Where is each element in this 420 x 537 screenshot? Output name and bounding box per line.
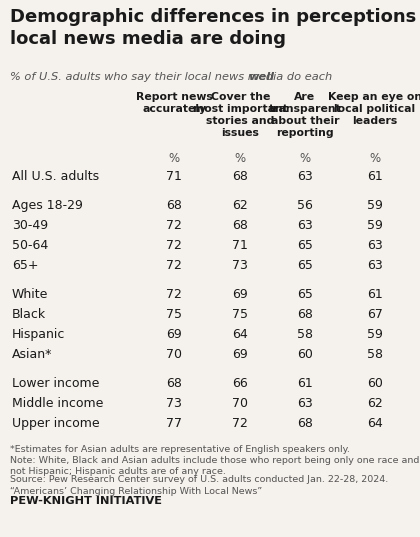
Text: 75: 75 [232,308,248,321]
Text: 68: 68 [297,308,313,321]
Text: Keep an eye on
local political
leaders: Keep an eye on local political leaders [328,92,420,126]
Text: Hispanic: Hispanic [12,328,65,341]
Text: 69: 69 [232,348,248,361]
Text: Are
transparent
about their
reporting: Are transparent about their reporting [268,92,341,138]
Text: 61: 61 [367,288,383,301]
Text: 63: 63 [367,259,383,272]
Text: %: % [370,152,381,165]
Text: 62: 62 [232,199,248,212]
Text: 71: 71 [232,239,248,252]
Text: 69: 69 [166,328,182,341]
Text: 68: 68 [166,199,182,212]
Text: 56: 56 [297,199,313,212]
Text: 66: 66 [232,377,248,390]
Text: 72: 72 [166,259,182,272]
Text: 58: 58 [367,348,383,361]
Text: well: well [248,72,274,82]
Text: 59: 59 [367,328,383,341]
Text: PEW-KNIGHT INITIATIVE: PEW-KNIGHT INITIATIVE [10,496,162,506]
Text: Asian*: Asian* [12,348,52,361]
Text: 72: 72 [232,417,248,430]
Text: 61: 61 [367,170,383,183]
Text: 63: 63 [367,239,383,252]
Text: 75: 75 [166,308,182,321]
Text: Ages 18-29: Ages 18-29 [12,199,83,212]
Text: 72: 72 [166,239,182,252]
Text: 60: 60 [367,377,383,390]
Text: 70: 70 [166,348,182,361]
Text: Upper income: Upper income [12,417,100,430]
Text: 77: 77 [166,417,182,430]
Text: 61: 61 [297,377,313,390]
Text: Cover the
most important
stories and
issues: Cover the most important stories and iss… [193,92,288,138]
Text: 72: 72 [166,288,182,301]
Text: 70: 70 [232,397,248,410]
Text: White: White [12,288,48,301]
Text: 68: 68 [232,219,248,232]
Text: %: % [299,152,310,165]
Text: 60: 60 [297,348,313,361]
Text: 62: 62 [367,397,383,410]
Text: 63: 63 [297,219,313,232]
Text: 65: 65 [297,288,313,301]
Text: Source: Pew Research Center survey of U.S. adults conducted Jan. 22-28, 2024.
“A: Source: Pew Research Center survey of U.… [10,475,388,496]
Text: 73: 73 [166,397,182,410]
Text: 65: 65 [297,259,313,272]
Text: 69: 69 [232,288,248,301]
Text: % of U.S. adults who say their local news media do each: % of U.S. adults who say their local new… [10,72,336,82]
Text: 71: 71 [166,170,182,183]
Text: 64: 64 [367,417,383,430]
Text: 63: 63 [297,397,313,410]
Text: 65+: 65+ [12,259,38,272]
Text: 65: 65 [297,239,313,252]
Text: 50-64: 50-64 [12,239,48,252]
Text: 30-49: 30-49 [12,219,48,232]
Text: Report news
accurately: Report news accurately [136,92,213,114]
Text: *Estimates for Asian adults are representative of English speakers only.: *Estimates for Asian adults are represen… [10,445,350,454]
Text: 72: 72 [166,219,182,232]
Text: Middle income: Middle income [12,397,103,410]
Text: 68: 68 [232,170,248,183]
Text: Demographic differences in perceptions of the job
local news media are doing: Demographic differences in perceptions o… [10,8,420,47]
Text: Note: White, Black and Asian adults include those who report being only one race: Note: White, Black and Asian adults incl… [10,456,420,476]
Text: %: % [235,152,246,165]
Text: 58: 58 [297,328,313,341]
Text: 68: 68 [166,377,182,390]
Text: Lower income: Lower income [12,377,99,390]
Text: 68: 68 [297,417,313,430]
Text: 59: 59 [367,199,383,212]
Text: All U.S. adults: All U.S. adults [12,170,99,183]
Text: 63: 63 [297,170,313,183]
Text: %: % [169,152,180,165]
Text: 59: 59 [367,219,383,232]
Text: 64: 64 [232,328,248,341]
Text: 73: 73 [232,259,248,272]
Text: Black: Black [12,308,46,321]
Text: 67: 67 [367,308,383,321]
